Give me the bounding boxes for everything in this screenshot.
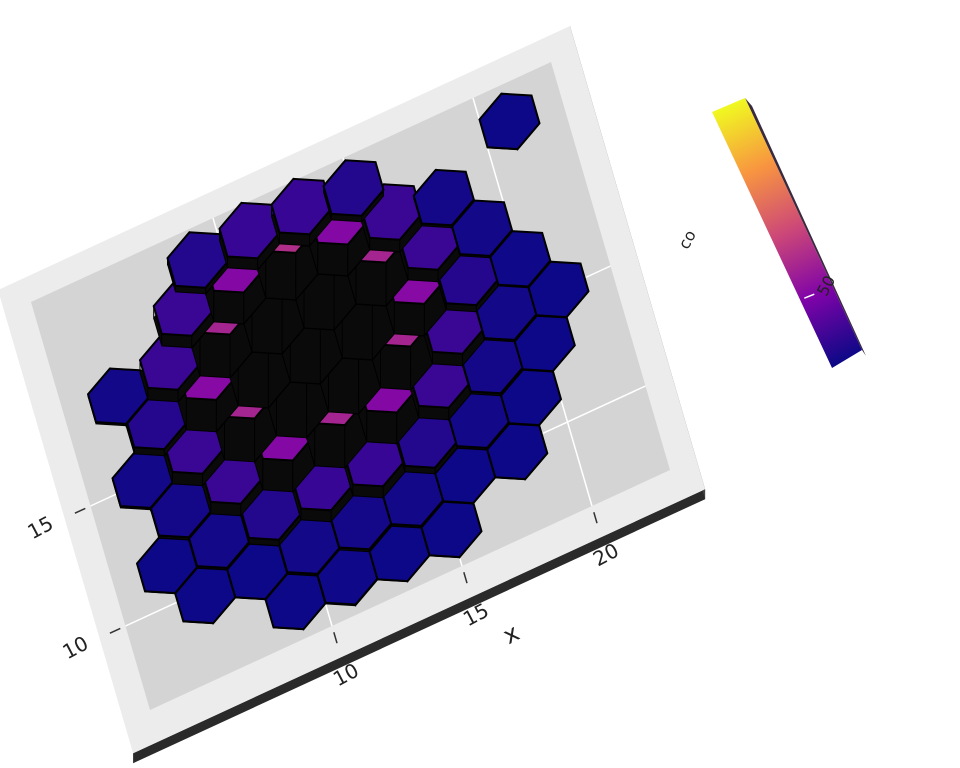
- y-tick: [109, 627, 121, 634]
- legend-side: [745, 98, 866, 356]
- x-axis-label: x: [498, 619, 524, 650]
- x-tick: [593, 512, 598, 524]
- legend-fade: [700, 112, 832, 368]
- x-tick: [333, 632, 338, 644]
- y-tick-label: 15: [24, 511, 58, 544]
- hex-top: [478, 92, 541, 151]
- y-tick: [74, 507, 86, 514]
- plate-edge: [133, 489, 706, 764]
- hex-top: [412, 168, 475, 227]
- y-tick-label: 10: [59, 631, 93, 664]
- x-tick: [463, 572, 468, 584]
- legend-title: co: [674, 227, 700, 252]
- legend-tick: [803, 293, 815, 299]
- hex-top: [322, 159, 385, 217]
- legend-bar: [712, 98, 862, 368]
- hex-cells: [86, 92, 590, 632]
